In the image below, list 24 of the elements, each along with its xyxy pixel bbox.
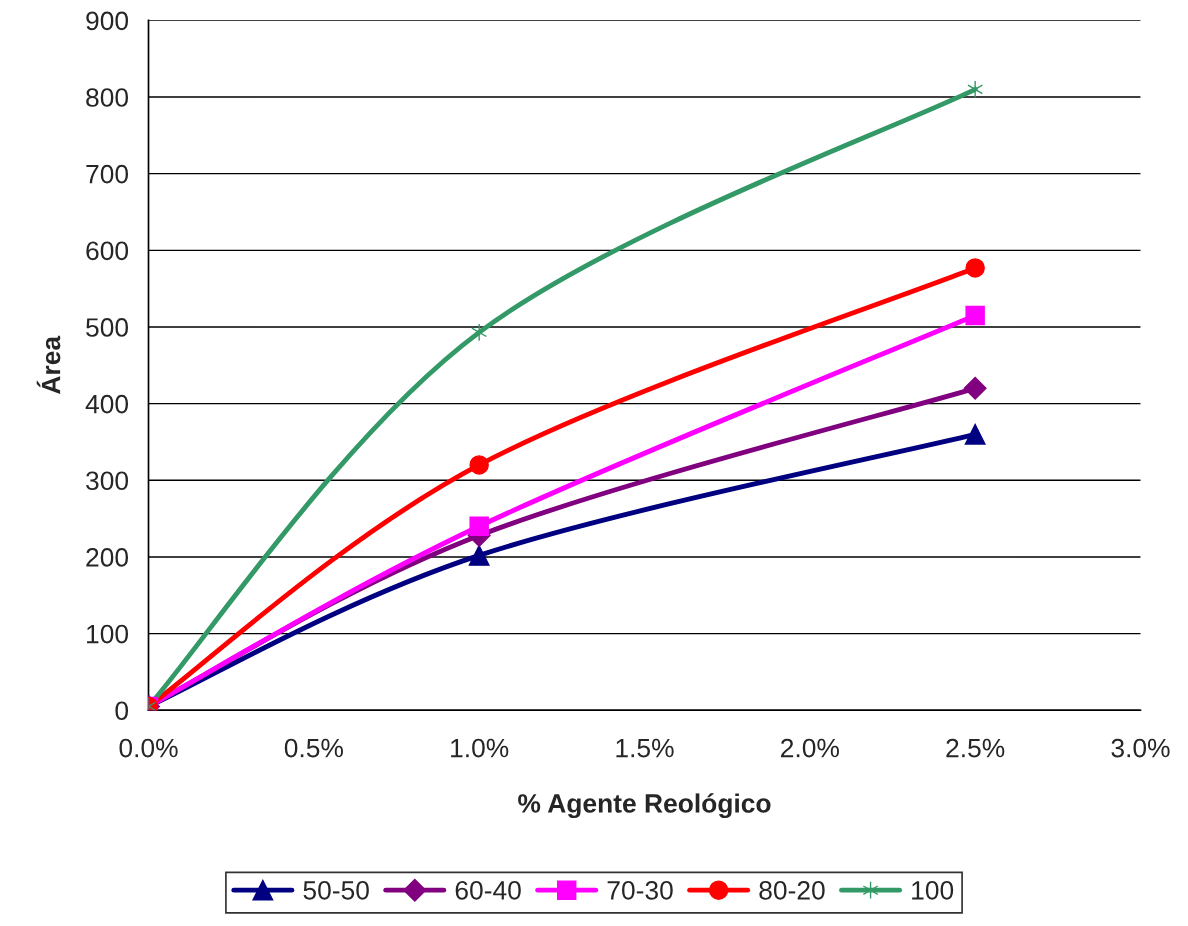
x-tick-label: 3.0%: [1111, 738, 1170, 758]
legend-label: 70-30: [607, 880, 673, 900]
y-tick-label: 500: [86, 318, 129, 337]
y-axis-title: Área: [36, 335, 61, 394]
legend-label: 60-40: [455, 880, 521, 900]
y-tick-label: 400: [85, 394, 129, 414]
x-tick-label: 2.5%: [946, 738, 1005, 758]
x-tick-label: 0.0%: [119, 738, 178, 758]
y-tick-label: 800: [86, 88, 129, 107]
x-tick-label: 1.0%: [451, 738, 509, 758]
x-tick-label: 1.5%: [616, 738, 674, 758]
y-tick-label: 300: [86, 471, 129, 491]
y-tick-label: 700: [86, 164, 129, 184]
y-tick-label: 900: [86, 11, 129, 31]
y-tick-label: 200: [86, 548, 129, 567]
y-tick-label: 100: [87, 624, 129, 644]
legend-label: 80-20: [759, 880, 825, 900]
y-tick-label: 0: [115, 701, 129, 721]
y-tick-label: 600: [86, 241, 129, 261]
legend-label: 100: [912, 880, 954, 900]
legend-label: 50-50: [303, 880, 369, 900]
x-axis-title: % Agente Reológico: [518, 793, 771, 819]
x-tick-label: 0.5%: [284, 738, 343, 758]
x-tick-label: 2.0%: [781, 738, 839, 758]
